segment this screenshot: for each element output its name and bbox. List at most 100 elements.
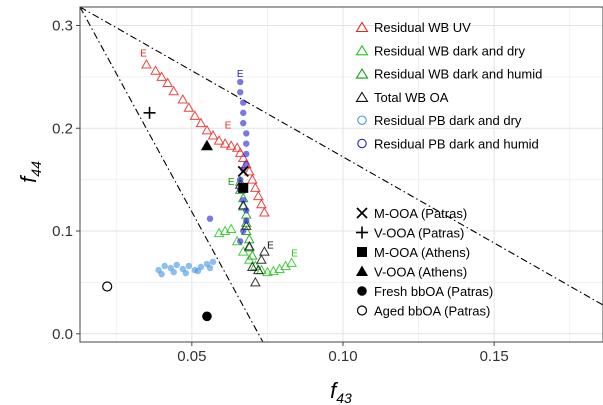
- data-series: [141, 59, 297, 287]
- legend-marker: [356, 305, 368, 316]
- annotation-label: E: [225, 120, 232, 131]
- data-point: [243, 165, 255, 176]
- data-point: [173, 261, 180, 269]
- legend-item: Residual PB dark and dry: [357, 113, 522, 128]
- boundary-line-left-boundary: [79, 6, 264, 343]
- reference-point: [238, 182, 249, 193]
- legend-label: Aged bbOA (Patras): [374, 304, 490, 319]
- y-tick-label: 0.1: [52, 223, 73, 240]
- annotation-label: E: [291, 249, 298, 260]
- data-point: [168, 85, 180, 96]
- data-point: [225, 140, 237, 150]
- data-point: [162, 77, 174, 88]
- data-point: [253, 190, 264, 201]
- data-point: [170, 268, 177, 276]
- data-point: [206, 264, 214, 272]
- data-point: [246, 174, 258, 184]
- legend-label: Residual PB dark and dry: [374, 113, 522, 128]
- y-tick-label: 0.0: [52, 326, 73, 343]
- data-point: [243, 217, 250, 224]
- data-point: [237, 176, 244, 183]
- legend-item: Fresh bbOA (Patras): [357, 284, 493, 299]
- legend-marker: [357, 115, 367, 125]
- axis-ticks: 0.05 0.10 0.15 0.0 0.1 0.2 0.3: [52, 17, 509, 365]
- data-point: [237, 89, 244, 96]
- data-point: [243, 207, 250, 214]
- legend-marker: [357, 286, 367, 296]
- data-point: [256, 254, 267, 264]
- legend-marker: [357, 247, 367, 257]
- x-tick-label: 0.15: [480, 348, 509, 365]
- legend-marker: [356, 226, 368, 239]
- annotation-label: E: [228, 177, 235, 188]
- legend-label: Fresh bbOA (Patras): [374, 284, 493, 299]
- data-point: [240, 119, 247, 127]
- legend-label: Residual WB dark and humid: [374, 67, 542, 82]
- data-point: [249, 182, 261, 192]
- data-point: [150, 65, 161, 75]
- data-point: [237, 238, 244, 245]
- legend-label: Residual WB UV: [374, 20, 471, 35]
- legend-label: M-OOA (Athens): [374, 245, 470, 260]
- annotation-label: E: [237, 69, 244, 80]
- data-point: [185, 262, 193, 270]
- legend-label: Total WB OA: [374, 90, 449, 105]
- series-5: [206, 78, 250, 245]
- y-tick-label: 0.3: [52, 17, 73, 34]
- legend-item: Residual WB dark and humid: [355, 67, 542, 82]
- legend-label: V-OOA (Athens): [374, 265, 467, 280]
- x-tick-label: 0.05: [177, 348, 206, 365]
- legend-marker: [357, 138, 367, 149]
- data-point: [246, 250, 258, 260]
- data-point: [262, 266, 273, 277]
- legend-marker: [356, 265, 368, 276]
- data-point: [259, 207, 270, 217]
- data-point: [206, 215, 214, 222]
- legend-item: Residual PB dark and humid: [357, 137, 539, 152]
- legend-label: Residual PB dark and humid: [374, 137, 539, 152]
- reference-point: [237, 165, 249, 178]
- annotations: E E E E E E: [140, 48, 298, 259]
- data-point: [243, 140, 250, 147]
- reference-point: [102, 281, 113, 292]
- data-point: [243, 161, 250, 168]
- annotation-label: E: [140, 48, 147, 59]
- data-point: [243, 150, 250, 158]
- x-tick-label: 0.10: [328, 348, 357, 365]
- grid: [80, 7, 603, 342]
- legend-item: M-OOA (Patras): [356, 206, 467, 221]
- data-point: [219, 138, 231, 148]
- triangle-boundary-lines: [79, 6, 603, 343]
- legend-label: V-OOA (Patras): [374, 226, 464, 241]
- x-axis-title: f43: [330, 378, 352, 405]
- legend-lower: M-OOA (Patras) V-OOA (Patras) M-OOA (Athen…: [356, 206, 493, 319]
- data-point: [259, 246, 270, 256]
- legend-marker: [355, 91, 369, 102]
- data-point: [182, 269, 190, 277]
- data-point: [246, 261, 258, 271]
- reference-point: [202, 311, 212, 322]
- data-point: [231, 142, 243, 152]
- legend-item: Residual WB UV: [355, 20, 471, 35]
- plot-background: [80, 7, 603, 342]
- annotation-label: E: [267, 240, 274, 251]
- series-0: [141, 59, 270, 217]
- data-point: [195, 117, 207, 128]
- legend-marker: [355, 68, 369, 79]
- data-point: [189, 110, 201, 120]
- data-point: [240, 227, 247, 235]
- legend-item: Aged bbOA (Patras): [356, 304, 490, 319]
- data-point: [237, 78, 244, 86]
- data-point: [256, 198, 267, 209]
- data-point: [201, 124, 213, 135]
- data-point: [183, 102, 195, 112]
- data-point: [237, 152, 249, 163]
- data-point: [240, 196, 247, 204]
- legend-label: M-OOA (Patras): [374, 206, 467, 221]
- data-point: [237, 199, 249, 210]
- data-point: [234, 147, 246, 157]
- data-point: [249, 276, 261, 287]
- data-point: [194, 267, 202, 275]
- reference-points: [102, 106, 249, 322]
- reference-point: [143, 106, 156, 119]
